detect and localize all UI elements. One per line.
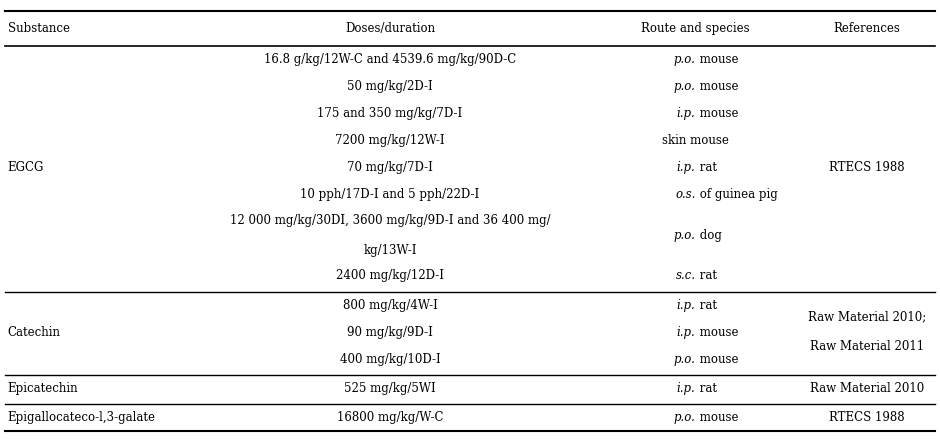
Text: kg/13W-I: kg/13W-I	[364, 244, 416, 257]
Text: RTECS 1988: RTECS 1988	[829, 161, 905, 174]
Text: 16800 mg/kg/W-C: 16800 mg/kg/W-C	[337, 411, 444, 424]
Text: 800 mg/kg/4W-I: 800 mg/kg/4W-I	[343, 298, 437, 312]
Text: mouse: mouse	[696, 326, 738, 339]
Text: 12 000 mg/kg/30DI, 3600 mg/kg/9D-I and 36 400 mg/: 12 000 mg/kg/30DI, 3600 mg/kg/9D-I and 3…	[229, 213, 551, 227]
Text: 90 mg/kg/9D-I: 90 mg/kg/9D-I	[347, 326, 433, 339]
Text: EGCG: EGCG	[8, 161, 44, 174]
Text: i.p.: i.p.	[677, 382, 696, 395]
Text: i.p.: i.p.	[677, 298, 696, 312]
Text: 400 mg/kg/10D-I: 400 mg/kg/10D-I	[339, 353, 441, 366]
Text: 50 mg/kg/2D-I: 50 mg/kg/2D-I	[347, 80, 433, 93]
Text: skin mouse: skin mouse	[662, 134, 729, 147]
Text: 7200 mg/kg/12W-I: 7200 mg/kg/12W-I	[336, 134, 445, 147]
Text: mouse: mouse	[696, 53, 738, 66]
Text: Raw Material 2010: Raw Material 2010	[810, 382, 924, 395]
Text: mouse: mouse	[696, 353, 738, 366]
Text: s.c.: s.c.	[676, 269, 696, 282]
Text: Substance: Substance	[8, 22, 70, 35]
Text: p.o.: p.o.	[674, 80, 696, 93]
Text: Route and species: Route and species	[641, 22, 750, 35]
Text: p.o.: p.o.	[674, 411, 696, 424]
Text: rat: rat	[696, 161, 716, 174]
Text: i.p.: i.p.	[677, 161, 696, 174]
Text: rat: rat	[696, 382, 716, 395]
Text: 16.8 g/kg/12W-C and 4539.6 mg/kg/90D-C: 16.8 g/kg/12W-C and 4539.6 mg/kg/90D-C	[264, 53, 516, 66]
Text: p.o.: p.o.	[674, 353, 696, 366]
Text: i.p.: i.p.	[677, 107, 696, 120]
Text: mouse: mouse	[696, 80, 738, 93]
Text: 2400 mg/kg/12D-I: 2400 mg/kg/12D-I	[337, 269, 444, 282]
Text: rat: rat	[696, 269, 716, 282]
Text: p.o.: p.o.	[674, 229, 696, 242]
Text: 70 mg/kg/7D-I: 70 mg/kg/7D-I	[347, 161, 433, 174]
Text: p.o.: p.o.	[674, 53, 696, 66]
Text: rat: rat	[696, 298, 716, 312]
Text: Epigallocateco-l,3-galate: Epigallocateco-l,3-galate	[8, 411, 155, 424]
Text: RTECS 1988: RTECS 1988	[829, 411, 905, 424]
Text: Raw Material 2010;: Raw Material 2010;	[808, 311, 926, 324]
Text: Catechin: Catechin	[8, 326, 60, 339]
Text: o.s.: o.s.	[675, 188, 696, 201]
Text: 175 and 350 mg/kg/7D-I: 175 and 350 mg/kg/7D-I	[318, 107, 462, 120]
Text: i.p.: i.p.	[677, 326, 696, 339]
Text: Doses/duration: Doses/duration	[345, 22, 435, 35]
Text: of guinea pig: of guinea pig	[696, 188, 777, 201]
Text: dog: dog	[696, 229, 722, 242]
Text: References: References	[834, 22, 901, 35]
Text: mouse: mouse	[696, 107, 738, 120]
Text: mouse: mouse	[696, 411, 738, 424]
Text: 10 pph/17D-I and 5 pph/22D-I: 10 pph/17D-I and 5 pph/22D-I	[301, 188, 479, 201]
Text: Epicatechin: Epicatechin	[8, 382, 78, 395]
Text: Raw Material 2011: Raw Material 2011	[810, 340, 924, 354]
Text: 525 mg/kg/5WI: 525 mg/kg/5WI	[344, 382, 436, 395]
